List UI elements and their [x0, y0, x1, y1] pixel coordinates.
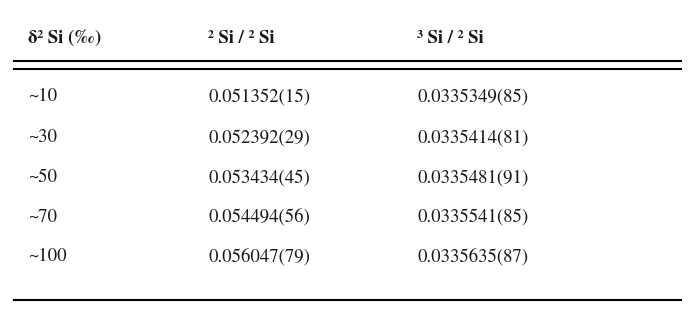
Text: 0.054494(56): 0.054494(56)	[208, 208, 311, 226]
Text: δ²⁹Si (‰): δ²⁹Si (‰)	[28, 29, 101, 47]
Text: ~10: ~10	[28, 88, 57, 105]
Text: ~70: ~70	[28, 209, 57, 226]
Text: 0.051352(15): 0.051352(15)	[208, 88, 311, 105]
Text: ~50: ~50	[28, 169, 57, 186]
Text: ³⁰Si / ²⁸Si: ³⁰Si / ²⁸Si	[417, 29, 484, 47]
Text: 0.0335635(87): 0.0335635(87)	[417, 248, 528, 266]
Text: 0.0335541(85): 0.0335541(85)	[417, 209, 528, 226]
Text: ~100: ~100	[28, 248, 67, 265]
Text: 0.0335414(81): 0.0335414(81)	[417, 129, 528, 146]
Text: ~30: ~30	[28, 129, 57, 146]
Text: 0.053434(45): 0.053434(45)	[208, 169, 311, 186]
Text: 0.056047(79): 0.056047(79)	[208, 248, 311, 266]
Text: 0.052392(29): 0.052392(29)	[208, 129, 311, 146]
Text: 0.0335349(85): 0.0335349(85)	[417, 88, 528, 105]
Text: 0.0335481(91): 0.0335481(91)	[417, 169, 528, 186]
Text: ²⁹Si / ²⁸Si: ²⁹Si / ²⁸Si	[208, 29, 275, 47]
